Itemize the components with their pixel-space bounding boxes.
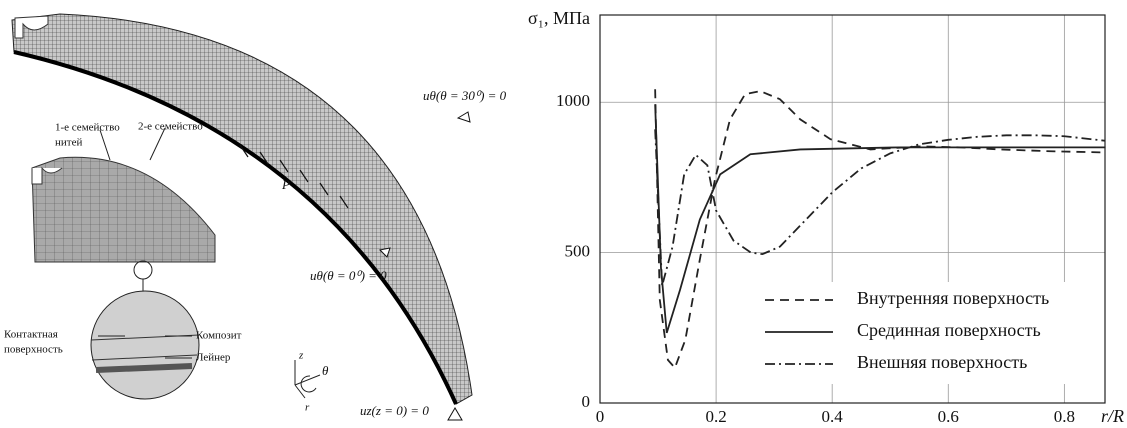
bc-label: uθ(θ = 0⁰) = 0: [310, 268, 387, 283]
layer-label: Композит: [196, 330, 242, 342]
x-axis-label: r/R: [1101, 406, 1124, 426]
load-label: P: [281, 177, 290, 192]
bc-label: uθ(θ = 30⁰) = 0: [423, 88, 507, 103]
layer-label: поверхность: [4, 344, 63, 356]
x-tick-label: 0.6: [938, 407, 959, 426]
x-tick-label: 0.2: [705, 407, 726, 426]
y-tick-label: 0: [582, 392, 591, 411]
series-line: [654, 129, 1106, 286]
x-tick-label: 0: [596, 407, 605, 426]
legend-box: [757, 282, 1101, 384]
bc-label: uz(z = 0) = 0: [360, 403, 429, 418]
y-tick-label: 500: [565, 242, 591, 261]
layer-label: Лейнер: [196, 352, 231, 364]
x-tick-label: 0.8: [1054, 407, 1075, 426]
axis-label: r: [305, 402, 310, 414]
y-axis-label: σ₁, МПа: [528, 8, 590, 28]
x-tick-label: 0.4: [822, 407, 844, 426]
fe-model: [11, 13, 473, 421]
series-line: [654, 104, 1106, 334]
plot-frame: [599, 14, 1106, 404]
family-label: нитей: [55, 137, 82, 149]
axis-label: θ: [322, 363, 329, 378]
legend-label: Срединная поверхность: [857, 320, 1041, 340]
y-tick-label: 1000: [556, 91, 590, 110]
layer-label: Контактная: [4, 329, 58, 341]
family-label: 1-е семейство: [55, 122, 120, 134]
axis-label: z: [298, 350, 304, 362]
legend-label: Внутренняя поверхность: [857, 288, 1049, 308]
legend-label: Внешняя поверхность: [857, 352, 1027, 372]
family-label: 2-е семейство: [138, 121, 203, 133]
